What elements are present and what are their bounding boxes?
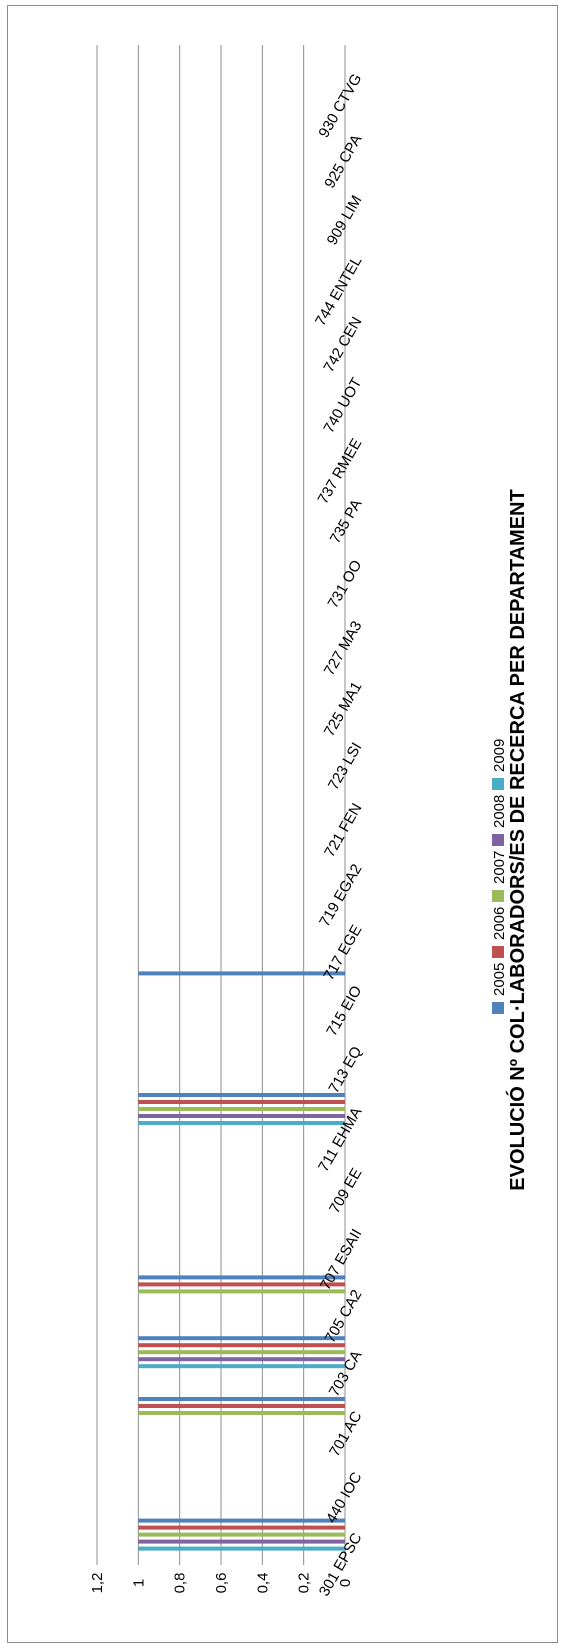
- y-tick-label: 0,2: [296, 1573, 313, 1594]
- bars: [138, 971, 345, 1551]
- x-tick-label: 709 EE: [326, 1165, 365, 1216]
- bar: [138, 971, 345, 976]
- x-tick-label: 440 IOC: [323, 1469, 366, 1526]
- legend-swatch: [492, 778, 504, 790]
- legend-label: 2006: [491, 907, 508, 940]
- bar: [138, 1411, 345, 1415]
- bar: [138, 1114, 345, 1118]
- x-tick-label: 744 ENTEL: [312, 253, 365, 329]
- bar: [138, 1364, 345, 1369]
- bar: [138, 1107, 345, 1111]
- legend-label: 2008: [491, 795, 508, 828]
- y-tick-label: 0,8: [172, 1573, 189, 1594]
- bar: [138, 1532, 345, 1537]
- chart-frame: [7, 5, 558, 1643]
- bar: [138, 1289, 345, 1294]
- x-tick-label: 719 EGA2: [316, 861, 365, 929]
- y-axis-ticks: 0 0,2 0,4 0,6 0,8 1 1,2: [89, 1573, 354, 1594]
- y-tick-label: 0,4: [254, 1573, 271, 1594]
- x-tick-label: 737 RMEE: [314, 436, 365, 507]
- legend-swatch: [492, 890, 504, 902]
- legend-swatch: [492, 946, 504, 958]
- legend-swatch: [492, 1002, 504, 1014]
- x-tick-label: 727 MA3: [321, 618, 366, 679]
- y-tick-label: 1: [130, 1579, 147, 1587]
- bar: [138, 1275, 345, 1280]
- x-tick-label: 715 EIO: [323, 983, 365, 1039]
- chart-title: EVOLUCIÓ Nº COL·LABORADORS/ES DE RECERCA…: [505, 489, 529, 1190]
- bar: [138, 1518, 345, 1523]
- bar: [138, 1336, 345, 1341]
- bar: [138, 1539, 345, 1544]
- x-tick-label: 930 CTVG: [315, 71, 365, 141]
- bar: [138, 1350, 345, 1355]
- bar: [138, 1282, 345, 1287]
- y-tick-label: 0,6: [213, 1573, 230, 1594]
- x-tick-label: 725 MA1: [321, 679, 366, 740]
- bar: [138, 1121, 345, 1125]
- x-tick-label: 701 AC: [326, 1408, 365, 1459]
- legend-swatch: [492, 834, 504, 846]
- x-tick-label: 703 CA: [326, 1348, 366, 1400]
- y-tick-label: 0: [337, 1579, 354, 1587]
- bar: [138, 1343, 345, 1348]
- legend-label: 2005: [491, 963, 508, 996]
- bar: [138, 1100, 345, 1104]
- legend-label: 2009: [491, 739, 508, 772]
- x-tick-label: 735 PA: [327, 497, 366, 547]
- legend-label: 2007: [491, 851, 508, 884]
- y-tick-label: 1,2: [89, 1573, 106, 1594]
- gridlines: [96, 45, 346, 1565]
- bar: [138, 1357, 345, 1362]
- bar: [138, 1093, 345, 1097]
- x-tick-label: 740 UOT: [320, 375, 365, 436]
- legend: 2005 2006 2007 2008 2009: [491, 739, 508, 1014]
- bar: [138, 1525, 345, 1530]
- x-tick-label: 721 FEN: [321, 801, 365, 861]
- bar: [138, 1404, 345, 1408]
- bar: [138, 1397, 345, 1401]
- bar: [138, 1546, 345, 1551]
